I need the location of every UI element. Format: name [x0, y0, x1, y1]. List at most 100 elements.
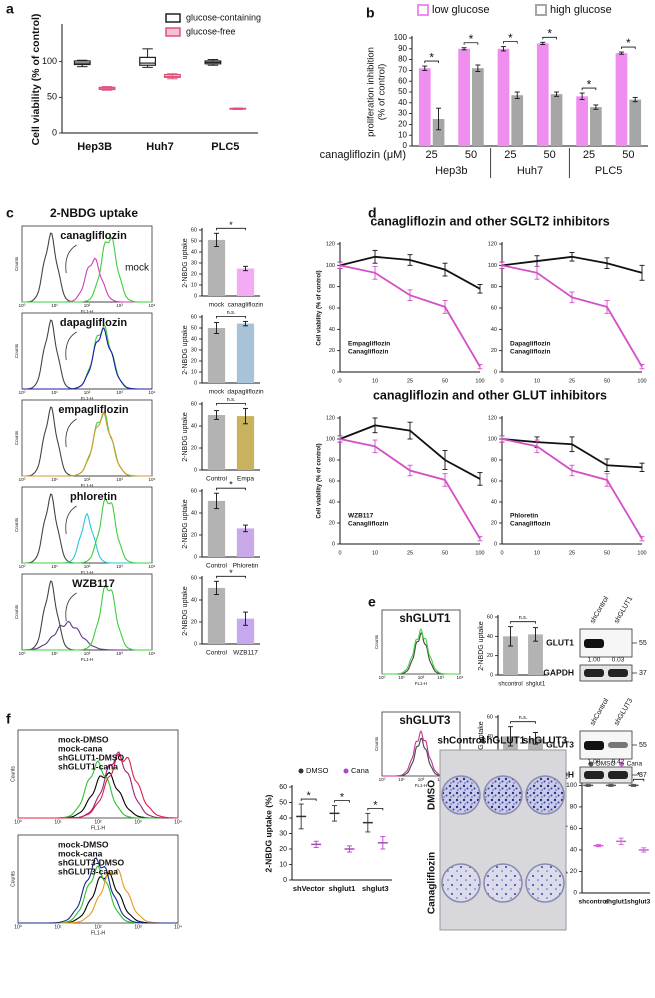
flow-y-label: Counts [374, 736, 379, 751]
lane-label: shGLUT1 [613, 595, 634, 625]
bar [536, 43, 549, 146]
flow-x-tick-label: 10⁴ [174, 924, 182, 930]
bar [497, 48, 510, 146]
significance-label: * [587, 77, 592, 91]
flow-title: phloretin [70, 491, 117, 503]
flow-x-tick-label: 10² [94, 819, 102, 825]
y-tick-label: 20 [570, 868, 578, 875]
group-label: Hep3b [435, 165, 467, 177]
significance-label: n.s. [519, 615, 528, 621]
x-tick-label: 10 [534, 550, 540, 556]
y-tick-label: 80 [329, 284, 335, 290]
y-tick-label: 40 [487, 634, 493, 640]
blot-band [608, 771, 628, 779]
legend-label: glucose-containing [186, 12, 261, 22]
y-tick-label: 60 [491, 478, 497, 484]
blot-band [608, 669, 628, 677]
bar [236, 528, 255, 557]
blot-row-label: GLUT3 [546, 739, 574, 749]
x-tick-label: Control [206, 563, 228, 570]
x-axis-label: canagliflozin (μM) [320, 149, 406, 161]
x-tick-label: Control [206, 650, 228, 657]
x-tick-label: 25 [504, 149, 516, 161]
flow-x-tick-label: 10⁰ [379, 675, 386, 680]
x-tick-label: Huh7 [146, 141, 174, 153]
flow-x-tick-label: 10⁰ [19, 390, 26, 395]
y-tick-label: 100 [326, 436, 335, 442]
y-tick-label: 0 [194, 554, 197, 560]
legend-swatch [298, 768, 304, 774]
flow-x-tick-label: 10¹ [54, 924, 62, 930]
significance-bracket [510, 721, 536, 724]
x-tick-label: 50 [442, 550, 448, 556]
legend-label: Cana [627, 761, 643, 768]
flow-x-tick-label: 10⁰ [19, 651, 26, 656]
flow-x-tick-label: 10⁰ [14, 924, 22, 930]
flow-legend-label: shGLUT3-DMSO [58, 857, 125, 867]
colony-well [441, 775, 481, 815]
y-tick-label: 0 [194, 641, 197, 647]
blot-band [608, 742, 628, 748]
y-axis-label: 2-NBDG uptake [478, 721, 485, 771]
flow-x-tick-label: 10⁰ [379, 777, 386, 782]
x-tick-label: 25 [407, 550, 413, 556]
flow-curve [22, 620, 152, 651]
y-tick-label: 0 [332, 369, 335, 375]
y-tick-label: 40 [191, 510, 197, 516]
bar [207, 328, 226, 383]
y-tick-label: 50 [191, 238, 197, 244]
y-tick-label: 50 [398, 87, 407, 96]
legend-label: Canagliflozin [510, 349, 550, 356]
y-tick-label: 120 [326, 415, 335, 421]
flow-x-tick-label: 10² [418, 675, 425, 680]
legend-label: high glucose [550, 4, 612, 16]
y-tick-label: 30 [191, 260, 197, 266]
flow-y-label: Counts [14, 604, 19, 619]
panel-label: b [366, 5, 375, 21]
y-axis-label: proliferation inhibition [366, 47, 377, 137]
legend-swatch [535, 4, 547, 16]
panel-header: 2-NBDG uptake [50, 206, 138, 220]
flow-x-label: FL1-H [91, 930, 105, 936]
y-tick-label: 10 [191, 369, 197, 375]
flow-x-tick-label: 10¹ [54, 819, 62, 825]
significance-label: * [229, 220, 233, 231]
y-tick-label: 120 [326, 241, 335, 247]
x-tick-label: 0 [500, 550, 503, 556]
flow-y-label: Counts [374, 634, 379, 649]
y-tick-label: 60 [191, 227, 197, 233]
legend-label: DMSO [596, 761, 616, 768]
flow-x-tick-label: 10¹ [51, 303, 58, 308]
flow-x-tick-label: 10² [84, 477, 91, 482]
legend-swatch [588, 761, 594, 767]
bar [207, 415, 226, 470]
flow-y-label: Counts [14, 343, 19, 358]
significance-bracket [621, 46, 636, 50]
significance-label: * [637, 770, 641, 782]
flow-frame [381, 609, 461, 675]
x-tick-label: 25 [583, 149, 595, 161]
y-tick-label: 20 [191, 532, 197, 538]
y-axis-label: Cell viability (% of control) [317, 270, 323, 345]
significance-label: * [229, 568, 233, 579]
bar [207, 500, 226, 557]
bar [615, 53, 628, 147]
flow-x-tick-label: 10³ [116, 651, 123, 656]
legend-swatch [343, 768, 349, 774]
x-tick-label: shcontrol [579, 899, 609, 906]
y-tick-label: 40 [329, 499, 335, 505]
y-tick-label: 20 [279, 846, 287, 853]
shift-arrow [65, 592, 77, 622]
x-tick-label: mock [209, 389, 225, 396]
legend-swatch [165, 27, 181, 37]
flow-y-label: Counts [14, 430, 19, 445]
flow-x-tick-label: 10³ [116, 477, 123, 482]
blot-band [584, 741, 604, 750]
panel-label: e [368, 594, 376, 610]
bar [576, 96, 588, 146]
y-axis-label: (% of control) [377, 64, 388, 121]
y-tick-label: 0 [490, 672, 493, 678]
y-tick-label: 40 [191, 597, 197, 603]
y-tick-label: 20 [329, 520, 335, 526]
significance-label: * [626, 36, 631, 50]
